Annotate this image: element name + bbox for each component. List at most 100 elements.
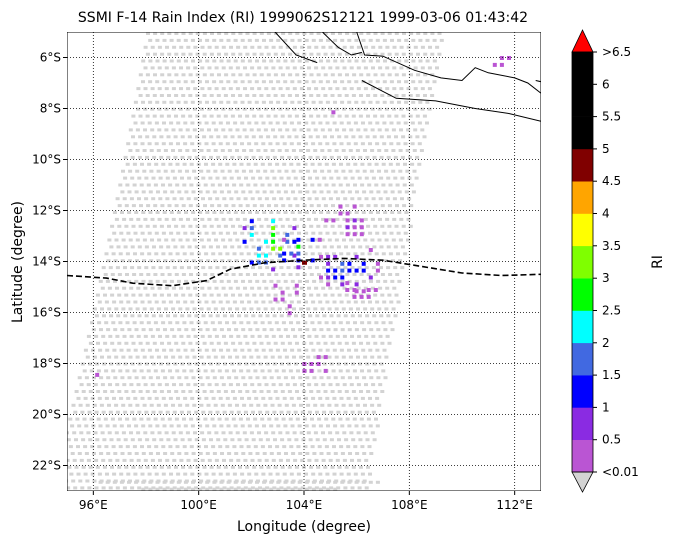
swath-pixel (209, 73, 214, 77)
swath-pixel (344, 155, 348, 159)
swath-pixel (278, 431, 283, 435)
swath-pixel (428, 45, 432, 49)
swath-pixel (258, 410, 263, 414)
swath-pixel (342, 431, 347, 435)
swath-pixel (357, 314, 362, 318)
swath-pixel (105, 480, 110, 484)
swath-pixel (129, 286, 134, 290)
swath-pixel (382, 231, 387, 235)
swath-pixel (255, 211, 260, 214)
swath-pixel (201, 176, 206, 180)
rain-pixel (264, 239, 268, 244)
swath-pixel (347, 59, 352, 63)
swath-pixel (206, 238, 211, 242)
swath-pixel (203, 273, 208, 276)
swath-pixel (276, 487, 281, 491)
swath-pixel (169, 424, 174, 428)
swath-pixel (83, 348, 88, 352)
swath-pixel (337, 224, 342, 228)
swath-pixel (189, 273, 193, 276)
swath-pixel (351, 135, 356, 139)
swath-pixel (174, 114, 178, 118)
swath-pixel (257, 87, 262, 91)
swath-pixel (366, 417, 371, 421)
swath-pixel (269, 452, 274, 455)
swath-pixel (139, 204, 143, 208)
swath-pixel (229, 410, 234, 414)
swath-pixel (197, 231, 202, 235)
swath-pixel (254, 80, 259, 84)
swath-pixel (311, 487, 316, 491)
swath-pixel (260, 183, 265, 187)
swath-pixel (137, 438, 142, 442)
swath-pixel (262, 211, 267, 214)
swath-pixel (360, 142, 365, 146)
swath-pixel (306, 107, 311, 111)
ssmi-swath-layer (67, 32, 444, 496)
swath-pixel (278, 66, 283, 70)
swath-pixel (216, 224, 221, 228)
swath-pixel (354, 59, 359, 63)
rain-pixel (292, 253, 297, 258)
swath-pixel (316, 293, 321, 297)
swath-pixel (118, 493, 122, 496)
swath-pixel (120, 328, 125, 332)
swath-pixel (129, 217, 134, 221)
swath-pixel (399, 45, 404, 49)
rain-pixel (345, 211, 350, 216)
swath-pixel (191, 487, 195, 491)
swath-pixel (357, 176, 362, 180)
swath-pixel (135, 169, 140, 173)
swath-pixel (302, 417, 307, 421)
swath-pixel (311, 142, 316, 146)
swath-pixel (242, 355, 247, 359)
swath-pixel (155, 100, 160, 104)
swath-pixel (276, 328, 281, 332)
swath-pixel (178, 107, 183, 111)
swath-pixel (215, 486, 220, 490)
swath-pixel (320, 307, 325, 311)
swath-pixel (253, 162, 258, 166)
swath-pixel (366, 73, 371, 77)
swath-pixel (295, 73, 300, 77)
swath-pixel (387, 73, 392, 77)
swath-pixel (136, 458, 141, 462)
swath-pixel (251, 314, 256, 318)
swath-pixel (354, 328, 359, 332)
swath-pixel (316, 94, 321, 97)
swath-pixel (103, 417, 108, 421)
swath-pixel (289, 321, 293, 325)
swath-pixel (183, 80, 188, 84)
colorbar-tick-label: 4.5 (602, 174, 621, 188)
swath-pixel (126, 348, 131, 352)
swath-pixel (203, 417, 208, 421)
swath-pixel (370, 403, 375, 407)
swath-pixel (300, 458, 305, 462)
swath-pixel (278, 217, 283, 221)
swath-pixel (349, 87, 354, 91)
swath-pixel (354, 480, 359, 484)
swath-pixel (285, 107, 290, 111)
swath-pixel (180, 135, 185, 139)
swath-pixel (335, 431, 340, 435)
rain-index-layer (95, 56, 511, 377)
swath-pixel (136, 334, 141, 338)
swath-pixel (226, 100, 231, 104)
swath-pixel (368, 300, 372, 304)
swath-pixel (181, 341, 186, 345)
swath-pixel (125, 493, 129, 496)
swath-pixel (150, 286, 155, 290)
swath-pixel (144, 314, 149, 318)
swath-pixel (192, 169, 197, 173)
swath-pixel (280, 94, 285, 97)
swath-pixel (180, 245, 185, 249)
swath-pixel (269, 279, 274, 283)
swath-pixel (237, 438, 242, 442)
swath-pixel (231, 73, 236, 77)
swath-pixel (205, 80, 209, 84)
swath-pixel (191, 59, 195, 63)
swath-pixel (95, 362, 100, 366)
rain-pixel (340, 275, 345, 280)
swath-pixel (162, 38, 167, 42)
swath-pixel (408, 94, 413, 97)
